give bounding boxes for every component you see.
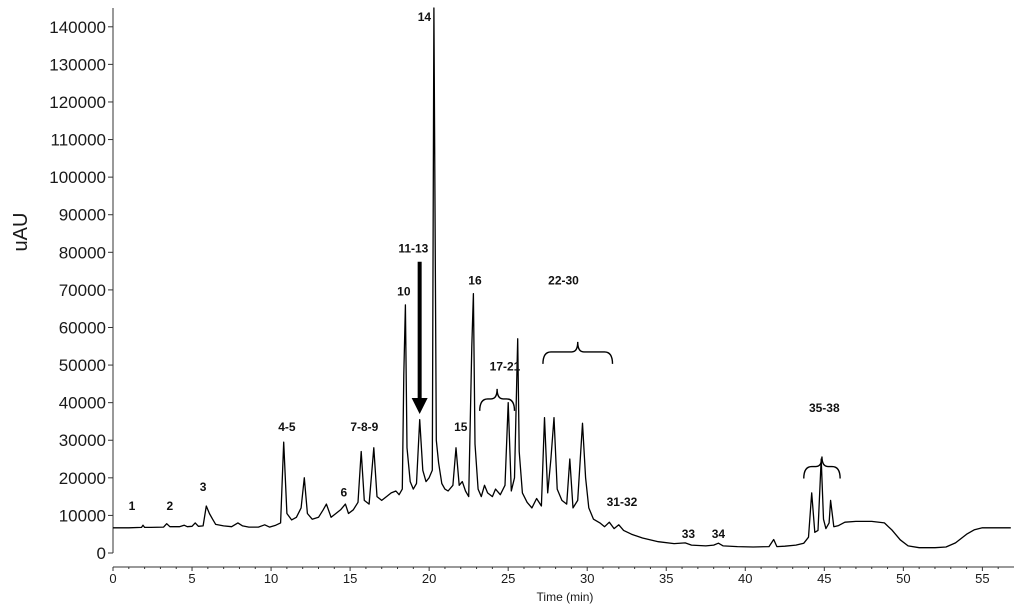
peak-label: 15 — [454, 420, 468, 434]
chromatogram-trace-group — [113, 7, 1011, 549]
x-tick-label: 30 — [580, 571, 594, 586]
peak-label: 3 — [200, 480, 207, 494]
peak-label: 7-8-9 — [350, 420, 378, 434]
peak-label-group: 1 2 3 4-5 6 7-8-9 10 11-13 14 15 16 17-21 22-30 31-32… — [129, 10, 840, 541]
chromatogram-trace — [113, 7, 1011, 549]
peak-label: 22-30 — [548, 273, 579, 287]
x-tick-label: 55 — [975, 571, 989, 586]
peak-label: 2 — [167, 499, 174, 513]
arrow-group — [411, 261, 428, 415]
x-tick-label: 5 — [188, 571, 195, 586]
bracket — [542, 341, 614, 364]
peak-label: 10 — [397, 285, 411, 299]
y-tick-label: 130000 — [49, 55, 106, 74]
y-tick-label: 40000 — [59, 394, 106, 413]
x-tick-label: 15 — [343, 571, 357, 586]
x-tick-label: 0 — [109, 571, 116, 586]
y-tick-label: 120000 — [49, 93, 106, 112]
peak-label: 6 — [340, 486, 347, 500]
bracket — [803, 456, 841, 479]
y-axis: 0 10000 20000 30000 40000 50000 60000 70000 8000… — [49, 8, 114, 563]
y-tick-label: 90000 — [59, 206, 106, 225]
y-axis-title: uAU — [10, 213, 32, 252]
y-tick-label: 70000 — [59, 281, 106, 300]
y-tick-label: 50000 — [59, 356, 106, 375]
y-tick-label: 60000 — [59, 318, 106, 337]
y-tick-label: 0 — [97, 544, 106, 563]
x-axis: 0 5 10 15 20 25 30 35 40 45 50 55 — [109, 566, 1014, 586]
y-tick-label: 10000 — [59, 506, 106, 525]
x-tick-label: 50 — [896, 571, 910, 586]
peak-label: 17-21 — [490, 360, 521, 374]
x-tick-label: 20 — [422, 571, 436, 586]
y-tick-label: 140000 — [49, 18, 106, 37]
arrow-head — [411, 398, 428, 415]
peak-label: 33 — [682, 527, 696, 541]
y-tick-label: 20000 — [59, 469, 106, 488]
y-tick-label: 100000 — [49, 168, 106, 187]
y-tick-label: 110000 — [51, 131, 106, 150]
y-tick-label: 30000 — [59, 431, 106, 450]
peak-label: 1 — [129, 499, 136, 513]
peak-label: 11-13 — [398, 241, 428, 255]
x-tick-label: 35 — [659, 571, 673, 586]
peak-label: 14 — [418, 10, 432, 24]
bracket — [479, 388, 516, 411]
peak-label: 31-32 — [607, 495, 638, 509]
peak-label: 34 — [712, 527, 726, 541]
x-tick-label: 10 — [264, 571, 278, 586]
x-axis-title: Time (min) — [537, 590, 594, 604]
y-tick-label: 80000 — [59, 243, 106, 262]
peak-label: 16 — [468, 273, 482, 287]
x-tick-label: 45 — [817, 571, 831, 586]
peak-label: 35-38 — [809, 401, 840, 415]
bracket-group — [479, 341, 841, 479]
x-tick-label: 40 — [738, 571, 752, 586]
x-tick-label: 25 — [501, 571, 515, 586]
peak-label: 4-5 — [278, 420, 296, 434]
